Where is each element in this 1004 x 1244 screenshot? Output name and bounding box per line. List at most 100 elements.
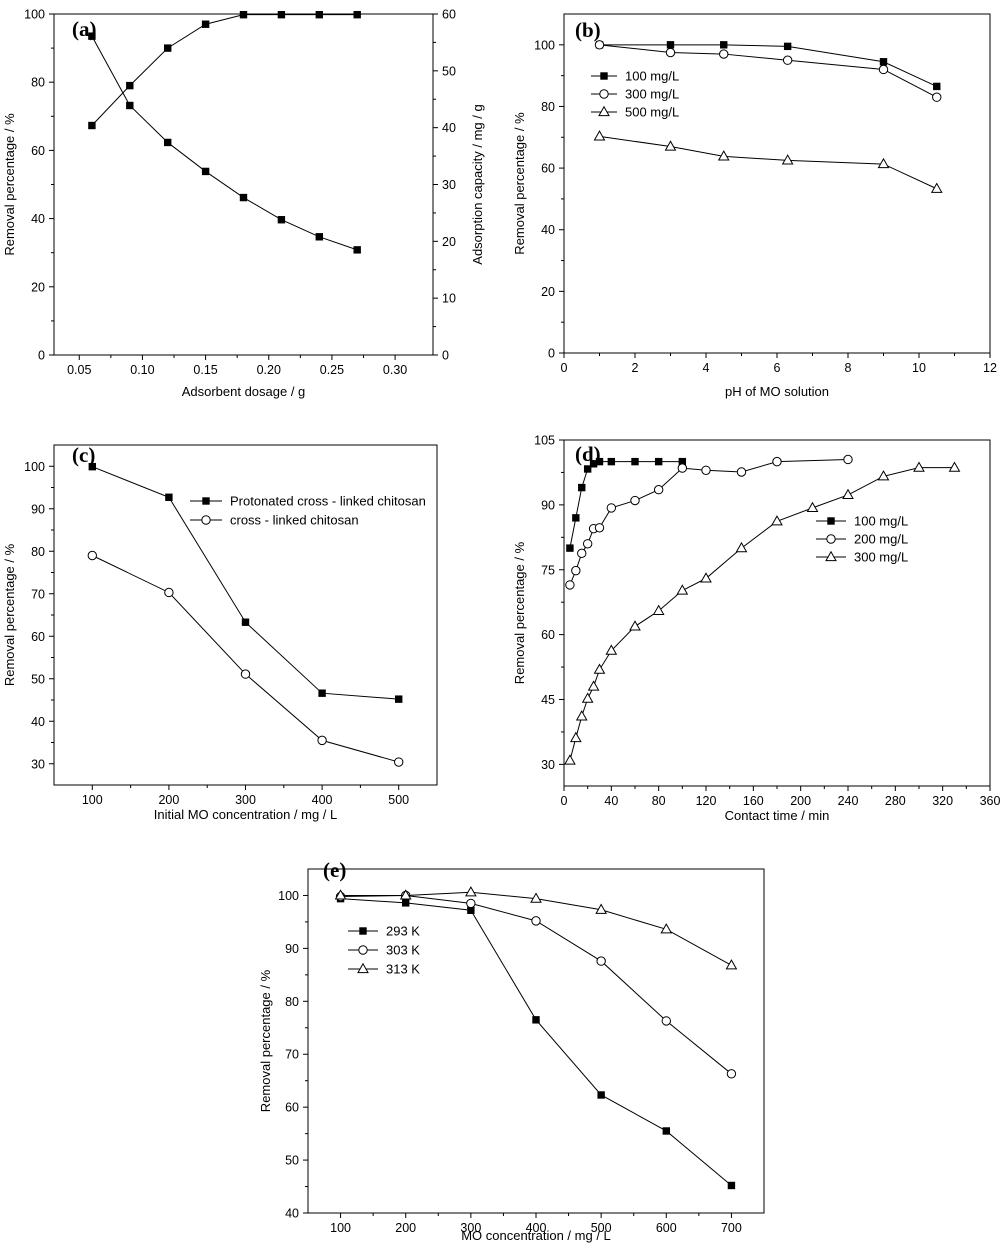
data-point xyxy=(662,1127,670,1135)
series-line xyxy=(599,44,937,87)
series-293-k xyxy=(336,894,736,1190)
legend-label: 303 K xyxy=(386,943,420,958)
x-axis-title: Initial MO concentration / mg / L xyxy=(154,807,338,822)
data-point xyxy=(661,1016,671,1026)
data-point xyxy=(735,541,748,553)
y-tick-label: 100 xyxy=(24,8,45,22)
data-point xyxy=(652,604,665,615)
y2-tick-label: 30 xyxy=(442,178,456,192)
y-axis-title: Removal percentage / % xyxy=(258,969,273,1112)
panel-label: (c) xyxy=(72,443,95,467)
data-point xyxy=(948,461,961,472)
data-point xyxy=(701,465,711,475)
x-tick-label: 0.10 xyxy=(130,363,154,377)
x-tick-label: 0 xyxy=(561,361,568,375)
data-point xyxy=(239,10,248,19)
x-tick-label: 700 xyxy=(721,1221,742,1235)
data-point xyxy=(315,233,323,241)
legend-marker xyxy=(600,72,608,80)
data-point xyxy=(666,41,675,49)
data-point xyxy=(660,923,673,934)
data-point xyxy=(566,544,574,552)
y-axis-title: Removal percentage / % xyxy=(2,113,17,256)
data-point xyxy=(631,457,639,466)
data-point xyxy=(394,757,404,767)
data-point xyxy=(630,495,640,506)
data-point xyxy=(725,959,738,970)
data-point xyxy=(583,465,592,473)
data-point xyxy=(595,903,608,914)
legend-marker xyxy=(599,89,609,99)
y2-tick-label: 50 xyxy=(442,64,456,78)
x-tick-label: 2 xyxy=(632,361,639,375)
data-point xyxy=(201,20,210,28)
data-point xyxy=(772,456,782,467)
y2-tick-label: 0 xyxy=(442,349,449,363)
data-point xyxy=(565,580,575,590)
data-point xyxy=(587,680,600,691)
series-200-mg-l xyxy=(565,454,853,590)
data-point xyxy=(87,550,98,561)
legend: 100 mg/L 300 mg/L 500 mg/L xyxy=(591,69,679,120)
y-tick-label: 60 xyxy=(31,630,45,644)
x-tick-label: 360 xyxy=(980,794,1001,808)
data-point xyxy=(581,692,594,703)
x-tick-label: 100 xyxy=(330,1221,351,1235)
y2-tick-label: 40 xyxy=(442,121,456,135)
data-point xyxy=(395,695,403,703)
x-tick-label: 0.05 xyxy=(67,363,91,377)
data-point xyxy=(593,130,606,141)
data-point xyxy=(467,906,475,914)
data-point xyxy=(165,493,173,501)
y-tick-label: 70 xyxy=(31,587,45,601)
x-tick-label: 0.20 xyxy=(257,363,281,377)
x-tick-label: 300 xyxy=(460,1221,481,1235)
y-tick-label: 45 xyxy=(541,693,555,707)
data-point xyxy=(736,467,747,477)
y-tick-label: 60 xyxy=(541,628,555,642)
series-line xyxy=(92,555,399,763)
x-tick-label: 200 xyxy=(395,1221,416,1235)
legend: 100 mg/L 200 mg/L 300 mg/L xyxy=(816,514,908,565)
data-point xyxy=(605,644,618,655)
data-point xyxy=(932,92,942,102)
data-point xyxy=(843,454,853,465)
legend-label: 300 mg/L xyxy=(854,550,908,565)
x-tick-label: 0.15 xyxy=(193,363,217,377)
data-point xyxy=(933,82,941,91)
series-0 xyxy=(88,10,361,130)
x-tick-label: 6 xyxy=(774,361,781,375)
data-point xyxy=(315,10,323,19)
data-point xyxy=(88,121,96,130)
legend-marker xyxy=(358,945,368,955)
data-point xyxy=(589,460,598,468)
data-point xyxy=(239,193,248,202)
chart-panel-e: 100 200 300 400 500 600 700 40 50 60 70 80 90 100 MO c… xyxy=(258,858,765,1243)
data-point xyxy=(771,515,783,526)
y-tick-label: 90 xyxy=(541,498,555,512)
series-line xyxy=(599,135,937,190)
legend-marker xyxy=(598,105,610,117)
y-tick-label: 60 xyxy=(285,1101,299,1115)
x-tick-label: 0.25 xyxy=(320,363,344,377)
data-point xyxy=(720,41,728,49)
x-axis-title: Adsorbent dosage / g xyxy=(182,384,306,399)
series-protonated-cross-linked-chitosan xyxy=(88,462,403,703)
x-tick-label: 600 xyxy=(656,1221,677,1235)
series-100-mg-l xyxy=(566,457,687,552)
y-tick-label: 40 xyxy=(31,715,45,729)
legend: 293 K 303 K 313 K xyxy=(348,924,420,977)
y-tick-label: 40 xyxy=(285,1207,299,1221)
y-tick-label: 100 xyxy=(24,460,45,474)
x-tick-label: 8 xyxy=(845,361,852,375)
y-axis-title: Removal percentage / % xyxy=(2,543,17,686)
data-point xyxy=(594,523,605,533)
x-tick-label: 200 xyxy=(158,793,179,807)
y-tick-label: 40 xyxy=(541,223,555,237)
data-point xyxy=(607,457,616,466)
data-point xyxy=(930,182,943,193)
data-point xyxy=(606,503,617,513)
x-tick-label: 120 xyxy=(696,794,717,808)
y-axis-title: Removal percentage / % xyxy=(512,112,527,255)
data-point xyxy=(240,669,251,679)
